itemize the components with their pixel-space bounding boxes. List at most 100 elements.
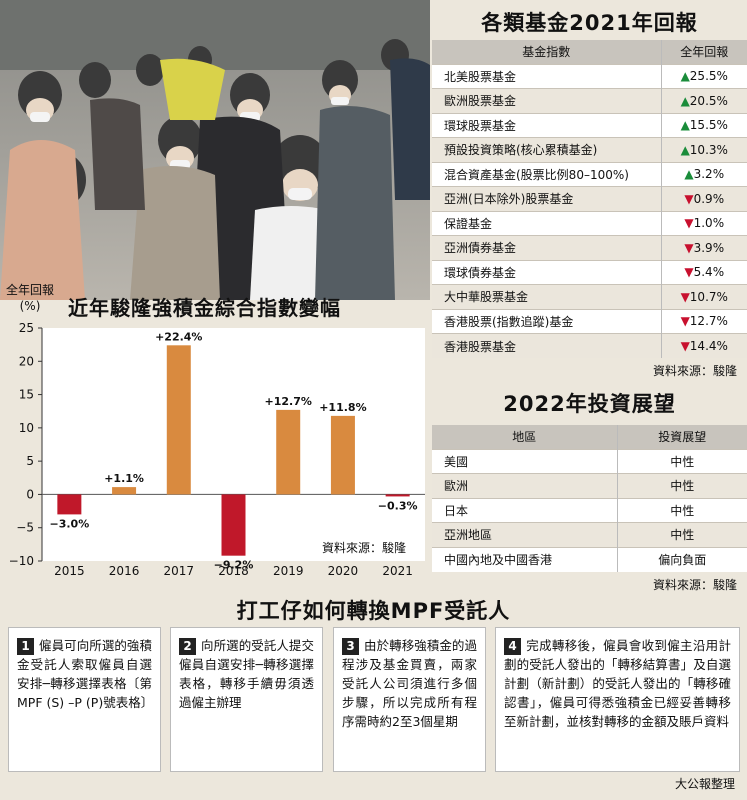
x-tick-label: 2015 [54, 564, 85, 575]
step-2: 2 向所選的受託人提交僱員自選安排─轉移選擇表格，轉移手續毋須透過僱主辦理 [170, 627, 323, 772]
outlook-view: 中性 [616, 522, 747, 547]
outlook-region: 中國內地及中國香港 [432, 546, 617, 572]
fund-name: 香港股票(指數追蹤)基金 [432, 308, 661, 334]
down-arrow-icon: ▼ [684, 216, 694, 231]
fund-row: 亞洲債券基金 ▼3.9% [432, 235, 747, 260]
up-arrow-icon: ▲ [680, 142, 690, 157]
outlook-row: 亞洲地區 中性 [432, 522, 747, 547]
step-text: 由於轉移強積金的過程涉及基金買賣，兩家受託人公司須進行多個步驟，所以完成所有程序… [342, 638, 477, 729]
bar [276, 409, 301, 495]
step-3: 3 由於轉移強積金的過程涉及基金買賣，兩家受託人公司須進行多個步驟，所以完成所有程… [333, 627, 486, 772]
outlook-source: 資料來源：駿隆 [652, 577, 737, 592]
credit: 大公報整理 [674, 777, 735, 791]
fund-name: 環球股票基金 [432, 112, 661, 138]
y-tick-label: −10 [9, 554, 34, 568]
y-tick-label: −5 [16, 521, 34, 535]
fund-name: 預設投資策略(核心累積基金) [432, 137, 661, 162]
bar [166, 345, 191, 495]
fund-return-value: 0.9% [693, 191, 725, 206]
fund-row: 預設投資策略(核心累積基金) ▲10.3% [432, 137, 747, 162]
y-tick-label: 5 [26, 454, 34, 468]
fund-return: ▲20.5% [660, 88, 747, 113]
fund-return: ▼10.7% [660, 284, 747, 309]
outlook-view: 中性 [616, 448, 747, 474]
y-tick-label: 25 [19, 321, 34, 335]
outlook-region: 歐洲 [432, 473, 617, 498]
down-arrow-icon: ▼ [684, 265, 694, 280]
outlook-row: 日本 中性 [432, 497, 747, 523]
fund-row: 香港股票基金 ▼14.4% [432, 333, 747, 358]
outlook-view: 偏向負面 [616, 546, 747, 572]
data-label: +22.4% [155, 330, 202, 343]
fund-return: ▲15.5% [660, 112, 747, 138]
fund-header-name: 基金指數 [432, 40, 661, 64]
fund-name: 香港股票基金 [432, 333, 661, 358]
fund-returns-title: 各類基金2021年回報 [481, 11, 698, 35]
up-arrow-icon: ▲ [684, 167, 694, 182]
bar [221, 494, 246, 556]
down-arrow-icon: ▼ [680, 314, 690, 329]
fund-name: 混合資產基金(股票比例80–100%) [432, 161, 661, 187]
up-arrow-icon: ▲ [680, 118, 690, 133]
outlook-header-region: 地區 [432, 425, 617, 449]
step-text: 僱員可向所選的強積金受託人索取僱員自選安排─轉移選擇表格〔第 MPF (S) –… [17, 638, 154, 710]
data-label: −0.3% [378, 499, 418, 512]
y-axis-label: 全年回報 [6, 283, 55, 297]
fund-return-value: 15.5% [689, 118, 728, 133]
fund-return-value: 14.4% [689, 339, 728, 353]
down-arrow-icon: ▼ [680, 289, 690, 304]
fund-return: ▼1.0% [660, 210, 747, 236]
step-number: 1 [17, 638, 34, 655]
fund-returns-table: 基金指數 全年回報 北美股票基金 ▲25.5% 歐洲股票基金 ▲20.5% 環球股票基金… [432, 40, 747, 358]
x-tick-label: 2017 [164, 564, 195, 575]
fund-return: ▼12.7% [660, 308, 747, 334]
down-arrow-icon: ▼ [684, 191, 694, 206]
chart-source: 資料來源：駿隆 [322, 541, 407, 555]
fund-return-value: 3.9% [693, 240, 725, 255]
fund-returns-source: 資料來源：駿隆 [652, 364, 737, 378]
y-tick-label: 0 [26, 487, 34, 501]
y-tick-label: 15 [19, 388, 34, 402]
crowd-photo [0, 0, 430, 300]
chart-title: 近年駿隆強積金綜合指數變幅 [68, 296, 341, 320]
fund-name: 亞洲債券基金 [432, 235, 661, 260]
fund-name: 北美股票基金 [432, 63, 661, 89]
fund-return: ▼0.9% [660, 186, 747, 211]
fund-row: 北美股票基金 ▲25.5% [432, 63, 747, 89]
fund-return: ▼14.4% [660, 333, 747, 358]
fund-return: ▲25.5% [660, 63, 747, 89]
fund-return-value: 3.2% [693, 167, 725, 182]
fund-return-value: 5.4% [693, 265, 725, 280]
fund-row: 環球股票基金 ▲15.5% [432, 112, 747, 138]
outlook-region: 亞洲地區 [432, 522, 617, 547]
bar [112, 487, 137, 495]
fund-row: 大中華股票基金 ▼10.7% [432, 284, 747, 309]
y-tick-label: 10 [19, 421, 34, 435]
outlook-header-view: 投資展望 [616, 425, 747, 449]
data-label: +11.8% [319, 401, 366, 414]
data-label: −3.0% [49, 517, 89, 530]
fund-return: ▲3.2% [660, 161, 747, 187]
outlook-region: 日本 [432, 497, 617, 523]
outlook-row: 中國內地及中國香港 偏向負面 [432, 546, 747, 572]
fund-name: 亞洲(日本除外)股票基金 [432, 186, 661, 211]
fund-name: 大中華股票基金 [432, 284, 661, 309]
fund-row: 亞洲(日本除外)股票基金 ▼0.9% [432, 186, 747, 211]
x-tick-label: 2018 [218, 564, 249, 575]
right-column: 各類基金2021年回報 基金指數 全年回報 北美股票基金 ▲25.5% 歐洲股票基金… [432, 0, 747, 595]
fund-return-value: 10.7% [689, 289, 728, 304]
fund-name: 歐洲股票基金 [432, 88, 661, 113]
x-tick-label: 2020 [328, 564, 359, 575]
step-4: 4 完成轉移後，僱員會收到僱主沿用計劃的受託人發出的「轉移結算書」及自選計劃（新計… [495, 627, 740, 772]
up-arrow-icon: ▲ [680, 69, 690, 84]
fund-header-return: 全年回報 [660, 40, 747, 64]
bar [57, 494, 82, 515]
fund-return-value: 1.0% [693, 216, 725, 231]
step-text: 向所選的受託人提交僱員自選安排─轉移選擇表格，轉移手續毋須透過僱主辦理 [179, 638, 314, 710]
up-arrow-icon: ▲ [680, 93, 690, 108]
steps-title: 打工仔如何轉換MPF受託人 [236, 599, 511, 623]
step-number: 4 [504, 638, 521, 655]
fund-return-value: 20.5% [689, 93, 728, 108]
fund-row: 歐洲股票基金 ▲20.5% [432, 88, 747, 113]
fund-row: 香港股票(指數追蹤)基金 ▼12.7% [432, 308, 747, 334]
